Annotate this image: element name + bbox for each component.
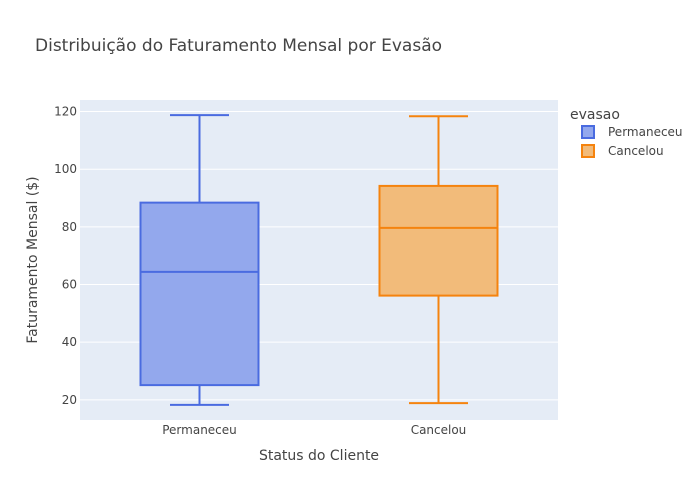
legend-label: Permaneceu (608, 125, 683, 139)
iqr-box (378, 184, 499, 297)
x-tick-labels: Permaneceu Cancelou (162, 423, 466, 437)
legend-label: Cancelou (608, 144, 664, 158)
legend-swatch (581, 144, 595, 158)
y-tick-label: 60 (62, 278, 77, 292)
legend-swatch (581, 125, 595, 139)
x-axis-title: Status do Cliente (259, 448, 379, 464)
iqr-box (139, 201, 260, 387)
x-tick-label: Cancelou (411, 423, 467, 437)
chart-title: Distribuição do Faturamento Mensal por E… (35, 36, 442, 56)
legend-title: evasao (570, 107, 620, 123)
x-tick-label: Permaneceu (162, 423, 237, 437)
box-permaneceu (139, 114, 260, 406)
y-tick-label: 120 (54, 105, 77, 119)
y-tick-labels: 20 40 60 80 100 120 (54, 105, 77, 407)
y-tick-label: 80 (62, 220, 77, 234)
box-cancelou (378, 115, 499, 405)
y-tick-label: 40 (62, 335, 77, 349)
y-tick-label: 20 (62, 393, 77, 407)
y-axis-title: Faturamento Mensal ($) (25, 176, 41, 343)
box-series (139, 114, 499, 406)
legend: evasao Permaneceu Cancelou (570, 107, 683, 158)
legend-item-cancelou[interactable]: Cancelou (581, 144, 664, 158)
legend-item-permaneceu[interactable]: Permaneceu (581, 125, 683, 139)
y-tick-label: 100 (54, 162, 77, 176)
